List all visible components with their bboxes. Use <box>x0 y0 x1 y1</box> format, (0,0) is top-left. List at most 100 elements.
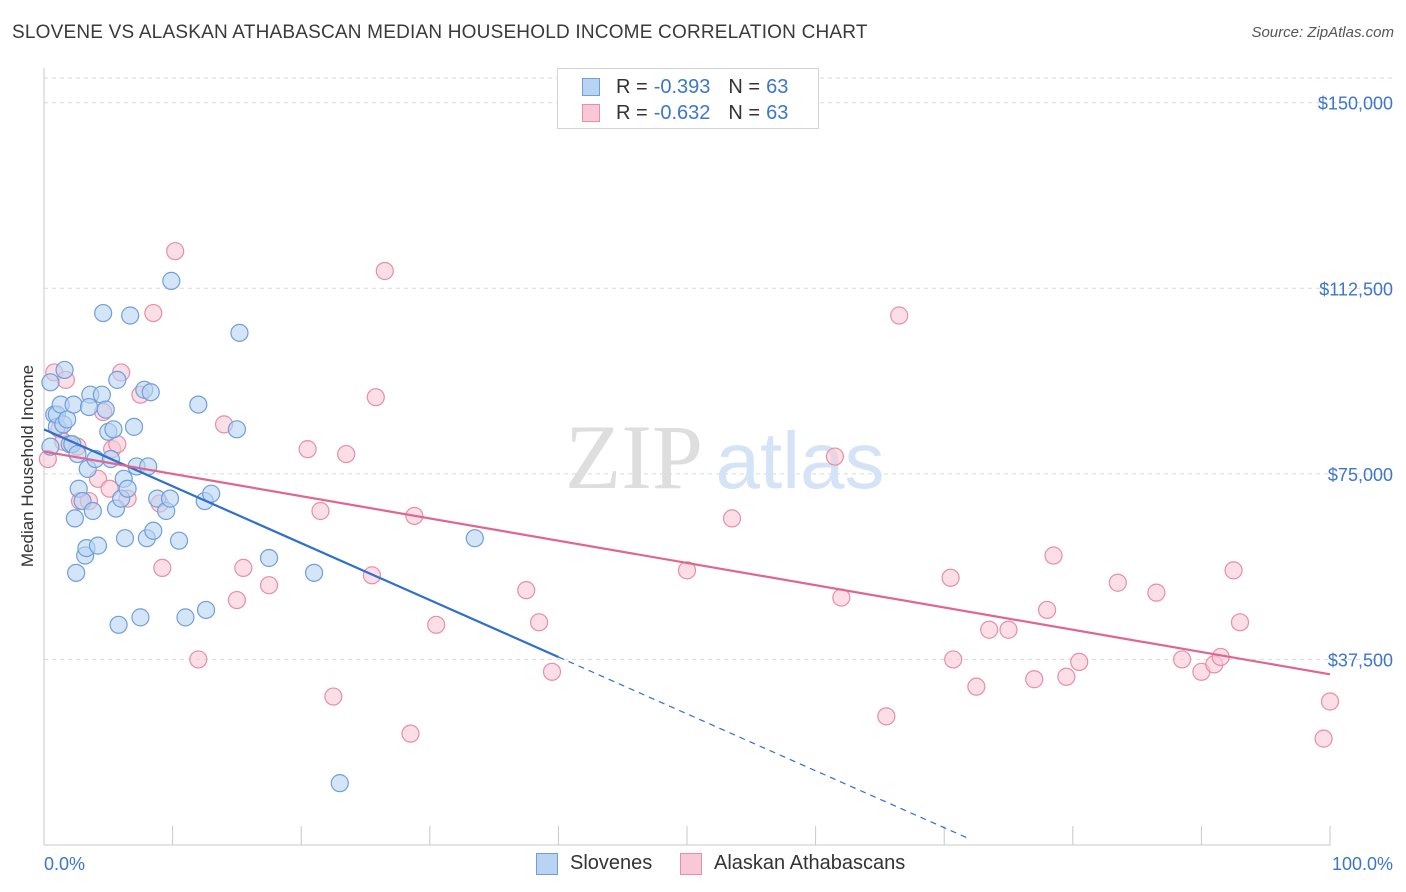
alaskan-athabascans-point <box>427 615 446 634</box>
alaskan-athabascans-point <box>375 261 394 281</box>
tick-labels: $37,500 $75,000 $112,500 $150,000 0.0% 100.0% <box>44 94 1393 874</box>
slovenes-point <box>118 479 137 498</box>
legend-swatch-blue <box>536 852 558 875</box>
slovenes-point <box>41 373 60 392</box>
alaskan-athabascans-point <box>366 388 385 407</box>
x-tick-label-max: 100.0% <box>1332 854 1393 874</box>
legend-n-value: 63 <box>766 101 789 124</box>
y-tick-label: $112,500 <box>1319 279 1393 299</box>
legend-r-label: R = <box>616 75 648 98</box>
alaskan-athabascans-point <box>1147 583 1166 602</box>
slovenes-point <box>189 395 208 414</box>
alaskan-athabascans-point <box>227 590 246 610</box>
slovenes-trend-extension <box>558 656 971 840</box>
slovenes-point <box>144 521 163 540</box>
slovenes-point <box>64 395 83 414</box>
slovenes-point <box>160 489 180 508</box>
slovenes-point <box>94 303 113 323</box>
legend-item-alaskan-athabascans: Alaskan Athabascans <box>680 852 905 875</box>
legend-n-label: N = <box>728 101 761 124</box>
alaskan-athabascans-point <box>259 576 279 595</box>
legend-r-label: R = <box>616 101 648 124</box>
alaskan-athabascans-point <box>877 707 896 726</box>
x-tick-label-min: 0.0% <box>44 854 85 874</box>
slovenes-point <box>304 563 324 582</box>
slovenes-point <box>96 400 115 419</box>
slovenes-point <box>67 563 86 582</box>
alaskan-athabascans-point <box>1025 670 1044 689</box>
alaskan-athabascans-point <box>542 662 562 681</box>
legend-row-alaskan-athabascans: R = -0.632 N = 63 <box>582 101 788 125</box>
alaskan-athabascans-point <box>980 620 999 639</box>
source-label: Source: ZipAtlas.com <box>1251 24 1394 41</box>
trend-lines <box>43 428 1331 840</box>
legend-n-label: N = <box>728 75 761 98</box>
legend-r-value: -0.632 <box>653 101 711 124</box>
slovenes-point <box>169 531 189 550</box>
alaskan-athabascans-point <box>1230 613 1250 632</box>
slovenes-point <box>227 420 246 439</box>
alaskan-athabascans-point <box>100 479 119 498</box>
legend-row-slovenes: R = -0.393 N = 63 <box>582 75 788 99</box>
slovenes-point <box>162 271 181 290</box>
alaskan-athabascans-point <box>401 724 420 743</box>
stats-legend: R = -0.393 N = 63 R = -0.632 N = 63 <box>557 68 819 129</box>
alaskan-athabascans-point <box>1108 573 1127 592</box>
slovenes-point <box>65 509 84 528</box>
alaskan-athabascans-point <box>941 568 960 587</box>
slovenes-point <box>131 608 150 627</box>
slovenes-point <box>109 615 128 634</box>
alaskan-athabascans-point <box>1224 561 1243 580</box>
slovenes-point <box>196 600 216 620</box>
legend-n-value: 63 <box>766 75 789 98</box>
alaskan-athabascans-point <box>722 509 742 528</box>
slovenes-point <box>68 444 87 464</box>
slovenes-point <box>176 608 195 627</box>
alaskan-athabascans-point <box>1044 546 1063 565</box>
alaskan-athabascans-trend-line <box>43 450 1331 676</box>
alaskan-athabascans-point <box>530 613 549 632</box>
y-tick-label: $75,000 <box>1328 465 1393 485</box>
slovenes-point <box>92 385 111 404</box>
y-tick-label: $150,000 <box>1318 94 1393 114</box>
chart-title: SLOVENE VS ALASKAN ATHABASCAN MEDIAN HOU… <box>12 22 868 43</box>
alaskan-athabascans-point <box>1320 692 1340 711</box>
slovenes-point <box>121 306 140 325</box>
alaskan-athabascans-point <box>166 242 185 261</box>
legend-swatch-pink <box>582 104 600 122</box>
legend-label-slovenes: Slovenes <box>570 852 653 874</box>
slovenes-point <box>88 536 108 555</box>
alaskan-athabascans-point <box>1314 729 1333 748</box>
legend-r-value: -0.393 <box>653 75 711 98</box>
alaskan-athabascans-point <box>144 303 163 323</box>
alaskan-athabascans-point <box>1173 650 1192 669</box>
alaskan-athabascans-point <box>189 650 208 669</box>
slovenes-point <box>108 370 127 389</box>
legend-swatch-blue <box>582 78 600 96</box>
slovenes-point <box>104 420 123 439</box>
alaskan-athabascans-point <box>311 501 330 521</box>
slovenes-point <box>55 360 74 380</box>
alaskan-athabascans-point <box>1070 652 1089 672</box>
alaskan-athabascans-point <box>999 620 1018 639</box>
alaskan-athabascans-point <box>825 447 844 466</box>
watermark-atlas: atlas <box>716 416 885 505</box>
alaskan-athabascans-point <box>890 306 909 325</box>
alaskan-athabascans-point <box>234 558 253 577</box>
alaskan-athabascans-point <box>967 677 986 696</box>
slovenes-point <box>115 529 135 548</box>
slovenes-point <box>83 501 102 521</box>
legend-swatch-pink <box>680 852 702 875</box>
alaskan-athabascans-point <box>1057 667 1076 686</box>
series-slovenes <box>41 271 484 793</box>
y-tick-label: $37,500 <box>1328 650 1393 670</box>
slovenes-point <box>465 529 484 548</box>
alaskan-athabascans-point <box>944 650 963 669</box>
slovenes-point <box>124 417 144 436</box>
legend-item-slovenes: Slovenes <box>536 852 652 875</box>
alaskan-athabascans-point <box>337 444 356 464</box>
legend-label-alaskan-athabascans: Alaskan Athabascans <box>714 852 906 874</box>
axes <box>43 68 1331 846</box>
slovenes-point <box>330 774 349 793</box>
